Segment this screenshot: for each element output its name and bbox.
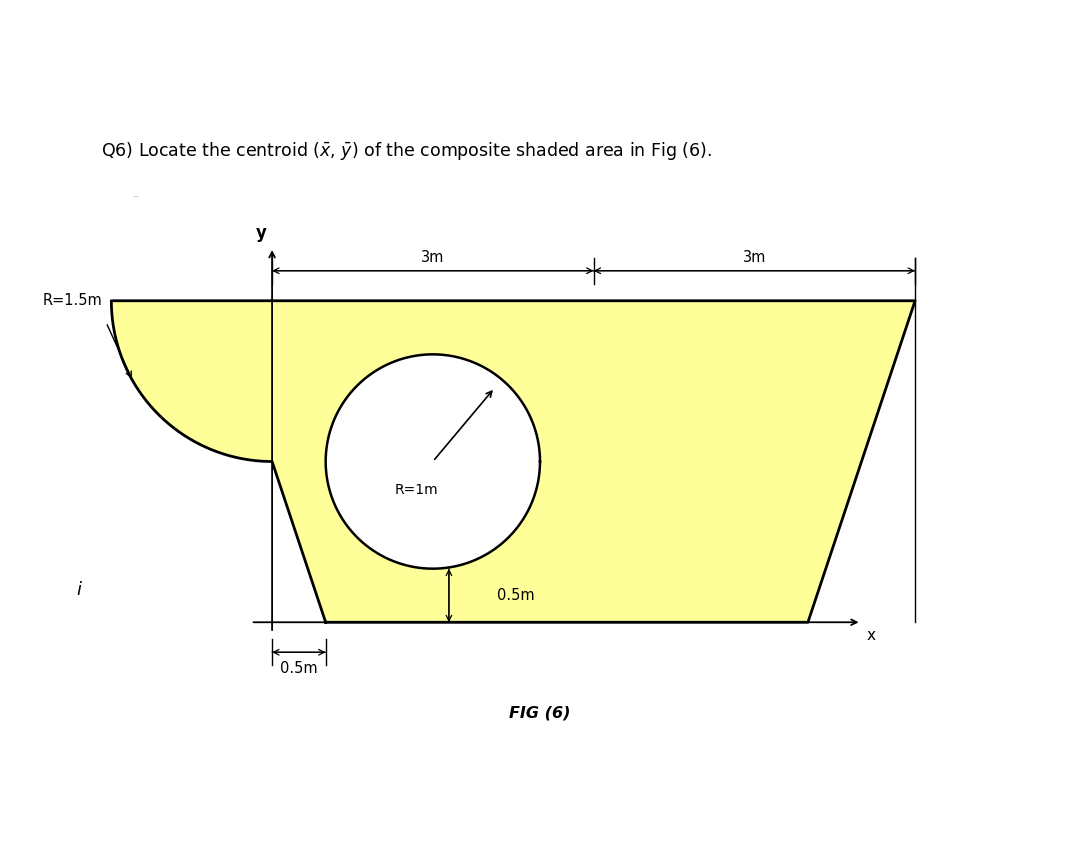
Text: x: x xyxy=(867,628,876,643)
Polygon shape xyxy=(326,354,540,569)
Text: FIG (6): FIG (6) xyxy=(510,706,570,721)
Text: 3m: 3m xyxy=(743,250,766,265)
Text: i: i xyxy=(77,581,82,599)
Text: 0.5m: 0.5m xyxy=(280,661,318,676)
Text: 3m: 3m xyxy=(421,250,445,265)
Text: y: y xyxy=(256,224,267,242)
Text: R=1m: R=1m xyxy=(395,483,438,497)
Text: ..: .. xyxy=(133,188,140,198)
Text: R=1.5m: R=1.5m xyxy=(43,293,103,309)
Text: Q6) Locate the centroid ($\bar{x}$, $\bar{y}$) of the composite shaded area in F: Q6) Locate the centroid ($\bar{x}$, $\ba… xyxy=(100,140,712,162)
Polygon shape xyxy=(111,301,915,622)
Text: 0.5m: 0.5m xyxy=(497,588,535,603)
